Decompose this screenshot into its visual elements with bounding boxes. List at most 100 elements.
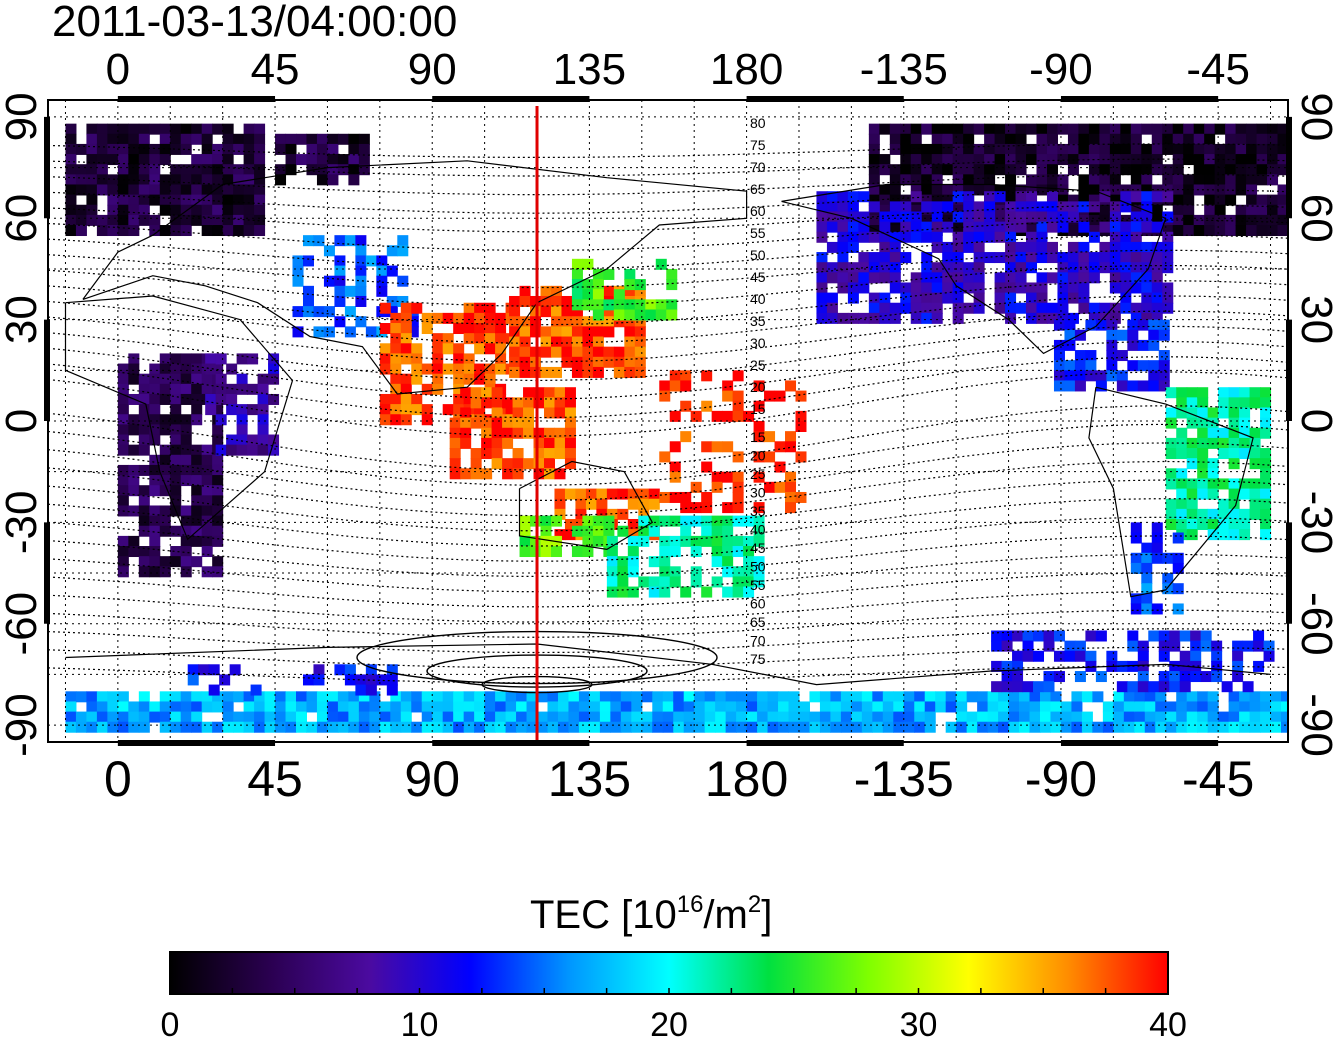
tec-cell (201, 143, 213, 155)
tec-cell (942, 154, 954, 166)
tec-cell (889, 143, 901, 155)
tec-cell (816, 312, 828, 324)
tec-cell (180, 475, 192, 487)
tec-cell (1172, 143, 1184, 155)
tec-cell (117, 701, 129, 713)
tec-cell (1060, 711, 1072, 723)
tec-cell (736, 721, 748, 733)
tec-cell (868, 302, 880, 314)
tec-cell (1249, 701, 1261, 713)
tec-cell (725, 701, 737, 713)
tec-cell (1162, 225, 1174, 237)
tec-cell (561, 336, 573, 348)
tec-cell (1158, 360, 1170, 372)
tec-cell (138, 194, 150, 206)
tec-cell (837, 191, 849, 203)
tec-cell (1225, 214, 1237, 226)
tec-cell (1207, 721, 1219, 733)
tec-cell (1277, 143, 1288, 155)
tec-cell (1218, 397, 1230, 409)
tec-cell (606, 586, 618, 598)
tec-cell (942, 262, 954, 274)
tec-cell (1183, 225, 1195, 237)
tec-cell (732, 451, 744, 463)
tec-cell (1099, 184, 1111, 196)
tec-cell (1158, 671, 1170, 683)
tec-cell (571, 258, 583, 270)
tec-cell (313, 674, 325, 686)
tec-cell (1130, 154, 1142, 166)
tec-cell (86, 154, 98, 166)
tec-cell (617, 508, 629, 520)
tec-cell (75, 711, 87, 723)
tec-cell (1260, 711, 1272, 723)
tec-cell (302, 255, 314, 267)
tec-cell (344, 664, 356, 676)
tec-cell (956, 701, 968, 713)
tec-cell (149, 566, 161, 578)
tec-cell (1085, 350, 1097, 362)
tec-cell (987, 691, 999, 703)
tec-cell (180, 556, 192, 568)
tec-cell (564, 437, 576, 449)
tec-cell (1088, 194, 1100, 206)
tec-cell (201, 464, 213, 476)
tec-cell (386, 306, 398, 318)
tec-cell (889, 123, 901, 135)
tec-cell (1134, 691, 1146, 703)
tec-cell (180, 701, 192, 713)
tec-cell (837, 241, 849, 253)
tec-cell (868, 133, 880, 145)
tec-cell (868, 231, 880, 243)
tec-cell (1207, 711, 1219, 723)
tec-cell (65, 691, 77, 703)
tec-cell (1019, 701, 1031, 713)
tec-cell (170, 546, 182, 558)
tec-cell (942, 143, 954, 155)
tec-cell (1228, 488, 1240, 500)
tec-cell (1120, 164, 1132, 176)
tec-cell (931, 201, 943, 213)
tec-cell (1026, 201, 1038, 213)
tec-cell (1228, 427, 1240, 439)
tec-cell (711, 546, 723, 558)
tec-cell (191, 475, 203, 487)
tec-cell (1162, 211, 1174, 223)
tec-cell (1130, 603, 1142, 615)
tec-cell (638, 525, 650, 537)
tec-cell (816, 191, 828, 203)
tec-cell (1102, 701, 1114, 713)
top-lon-tick-label: -45 (1186, 45, 1250, 94)
tec-cell (847, 201, 859, 213)
tec-cell (582, 346, 594, 358)
tec-cell (564, 518, 576, 530)
tec-cell (519, 356, 531, 368)
tec-cell (847, 312, 859, 324)
tec-cell (1078, 272, 1090, 284)
tec-cell (921, 282, 933, 294)
tec-cell (788, 691, 800, 703)
tec-cell (963, 143, 975, 155)
tec-cell (1099, 164, 1111, 176)
tec-cell (924, 721, 936, 733)
tec-cell (233, 711, 245, 723)
tec-cell (233, 691, 245, 703)
tec-cell (1186, 448, 1198, 460)
tec-cell (1176, 691, 1188, 703)
tec-cell (149, 454, 161, 466)
tec-cell (222, 123, 234, 135)
tec-cell (1109, 123, 1121, 135)
tec-cell (1141, 302, 1153, 314)
tec-cell (334, 285, 346, 297)
tec-cell (837, 312, 849, 324)
tec-cell (998, 711, 1010, 723)
tec-cell (819, 691, 831, 703)
tec-cell (732, 546, 744, 558)
tec-cell (159, 133, 171, 145)
tec-cell (690, 515, 702, 527)
tec-cell (1026, 154, 1038, 166)
tec-cell (453, 323, 465, 335)
tec-cell (973, 174, 985, 186)
tec-cell (680, 400, 692, 412)
tec-cell (879, 292, 891, 304)
